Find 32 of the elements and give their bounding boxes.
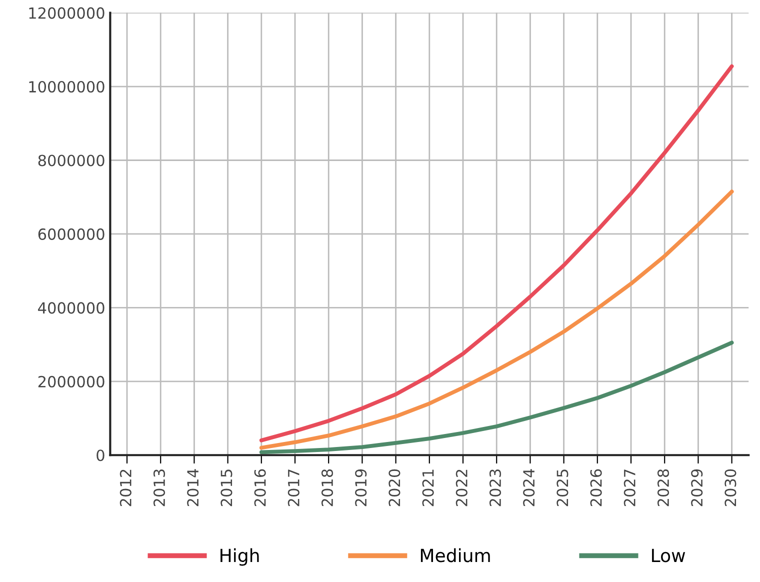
y-tick-label: 8000000 [38, 154, 104, 166]
x-tick-label: 2024 [523, 469, 535, 506]
x-tick-label: 2013 [153, 470, 166, 506]
legend-label: High [220, 548, 259, 566]
y-tick-label: 0 [96, 450, 104, 462]
legend-label: Medium [420, 548, 490, 562]
x-tick-label: 2019 [355, 469, 367, 506]
x-tick-label: 2012 [120, 470, 132, 506]
x-tick-label: 2029 [691, 469, 703, 506]
legend-label: Low [652, 548, 686, 562]
x-tick-label: 2016 [254, 469, 266, 506]
y-tick-label: 6000000 [38, 228, 104, 240]
line-series [259, 64, 734, 442]
x-tick-label: 2023 [489, 470, 502, 506]
x-tick-label: 2017 [288, 470, 300, 506]
y-tick-label: 2000000 [38, 376, 104, 388]
y-tick-label: 12000000 [29, 7, 104, 19]
x-tick-label: 2020 [388, 469, 400, 506]
y-tick-label: 10000000 [29, 80, 104, 93]
line-series [259, 190, 734, 450]
x-tick-label: 2015 [220, 470, 232, 506]
x-tick-label: 2028 [657, 469, 670, 506]
x-tick-label: 2021 [422, 470, 434, 506]
line-series [259, 340, 734, 454]
x-tick-label: 2022 [456, 470, 468, 506]
x-tick-label: 2027 [624, 470, 636, 506]
x-tick-label: 2014 [187, 469, 199, 506]
x-tick-label: 2018 [321, 469, 334, 506]
x-tick-label: 2030 [724, 469, 736, 506]
x-tick-label: 2026 [590, 469, 602, 506]
x-tick-label: 2025 [556, 470, 568, 506]
y-tick-label: 4000000 [38, 302, 104, 314]
